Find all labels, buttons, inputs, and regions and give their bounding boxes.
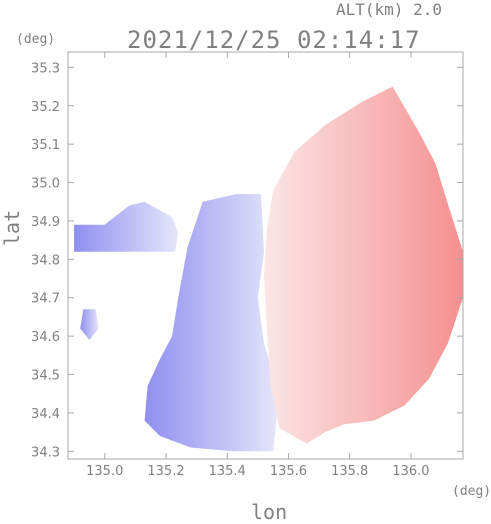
x-tick-label: 135.8 (331, 464, 368, 479)
x-axis-title: lon (251, 500, 288, 524)
y-tick-label: 34.6 (31, 330, 60, 345)
positive-velocity-east (264, 86, 463, 444)
negative-velocity-patch (80, 309, 99, 340)
x-tick-label: 135.0 (86, 464, 123, 479)
y-tick-label: 34.7 (31, 292, 60, 307)
y-tick-label: 34.3 (31, 445, 60, 460)
x-tick-label: 135.6 (270, 464, 307, 479)
y-tick-label: 35.1 (31, 138, 60, 153)
x-tick-label: 135.4 (209, 464, 246, 479)
negative-velocity-west (144, 194, 280, 452)
negative-velocity-strip (74, 201, 179, 252)
chart-title-timestamp: 2021/12/25 02:14:17 (127, 26, 421, 54)
y-axis-unit: (deg) (16, 32, 56, 47)
y-tick-label: 35.3 (31, 61, 60, 76)
y-tick-label: 34.5 (31, 369, 60, 384)
y-tick-label: 34.8 (31, 253, 60, 268)
y-tick-label: 35.2 (31, 100, 60, 115)
x-tick-label: 136.0 (392, 464, 429, 479)
altitude-label: ALT(km) 2.0 (336, 0, 442, 19)
axis-ticks: 135.0 135.2 135.4 135.6 135.8 136.0 34.3 34.4 34… (31, 52, 463, 479)
plot-frame (67, 51, 464, 460)
velocity-regions (74, 86, 463, 452)
y-tick-label: 34.9 (31, 215, 60, 230)
y-tick-label: 35.0 (31, 177, 60, 192)
x-tick-label: 135.2 (147, 464, 184, 479)
x-axis-unit: (deg) (452, 484, 491, 499)
y-tick-label: 34.4 (31, 407, 60, 422)
